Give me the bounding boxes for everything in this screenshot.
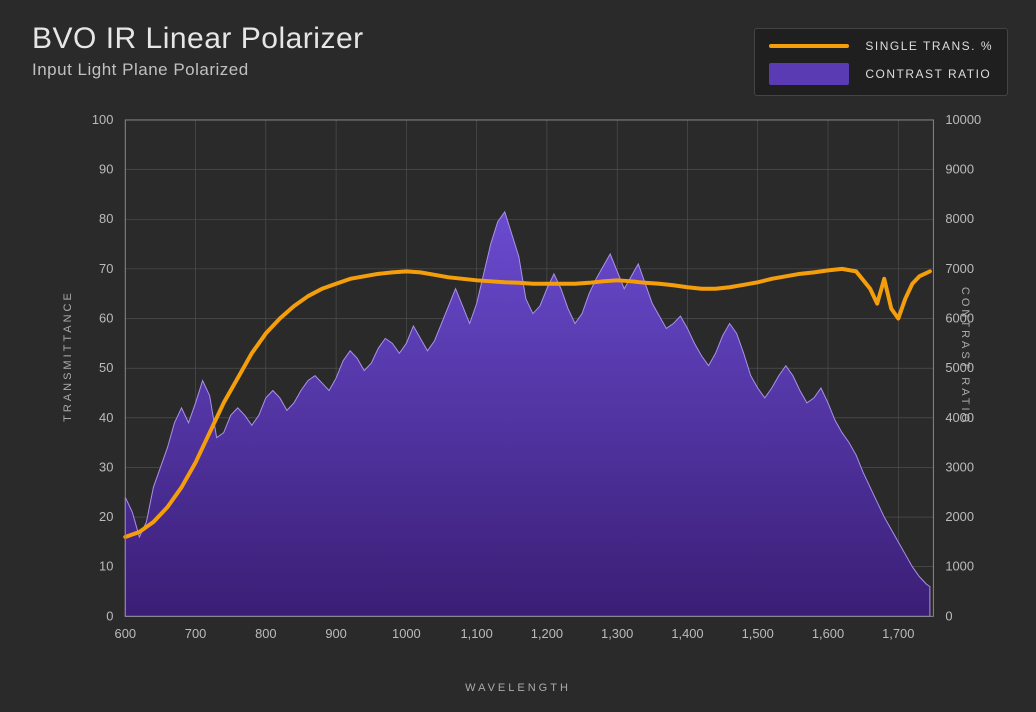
yright-tick-label: 5000 [945,360,974,375]
legend-item-transmittance: SINGLE TRANS. % [769,39,993,53]
y-axis-label-left: TRANSMITTANCE [62,290,74,422]
yright-tick-label: 4000 [945,410,974,425]
x-tick-label: 900 [325,626,347,641]
legend-label: SINGLE TRANS. % [865,39,993,53]
x-tick-label: 1,500 [742,626,774,641]
yright-tick-label: 0 [945,608,952,623]
x-axis-label: WAVELENGTH [465,682,571,694]
legend: SINGLE TRANS. % CONTRAST RATIO [754,28,1008,96]
legend-label: CONTRAST RATIO [865,67,991,81]
yright-tick-label: 3000 [945,459,974,474]
x-tick-label: 1,700 [882,626,914,641]
x-tick-label: 1,600 [812,626,844,641]
x-tick-label: 600 [115,626,137,641]
chart-title: BVO IR Linear Polarizer [32,22,364,56]
yleft-tick-label: 70 [99,261,113,276]
legend-swatch-area [769,63,849,85]
yright-tick-label: 9000 [945,162,974,177]
yright-tick-label: 6000 [945,310,974,325]
yright-tick-label: 7000 [945,261,974,276]
yright-tick-label: 10000 [945,112,981,127]
yleft-tick-label: 80 [99,211,113,226]
plot-area: 0102030405060708090100010002000300040005… [124,120,938,620]
x-tick-label: 1,200 [531,626,563,641]
legend-item-contrast: CONTRAST RATIO [769,63,993,85]
x-tick-label: 1,100 [461,626,493,641]
x-tick-label: 1000 [392,626,421,641]
yleft-tick-label: 100 [92,112,114,127]
legend-swatch-line [769,44,849,48]
x-tick-label: 1,300 [601,626,633,641]
yleft-tick-label: 20 [99,509,113,524]
yright-tick-label: 1000 [945,559,974,574]
yright-tick-label: 2000 [945,509,974,524]
yleft-tick-label: 60 [99,310,113,325]
yleft-tick-label: 30 [99,459,113,474]
x-tick-label: 1,400 [671,626,703,641]
yleft-tick-label: 50 [99,360,113,375]
x-tick-label: 700 [185,626,207,641]
yright-tick-label: 8000 [945,211,974,226]
x-tick-label: 800 [255,626,277,641]
yleft-tick-label: 10 [99,559,113,574]
yleft-tick-label: 0 [106,608,113,623]
chart-svg: 0102030405060708090100010002000300040005… [120,116,1034,666]
yleft-tick-label: 40 [99,410,113,425]
chart-subtitle: Input Light Plane Polarized [32,60,249,80]
yleft-tick-label: 90 [99,162,113,177]
